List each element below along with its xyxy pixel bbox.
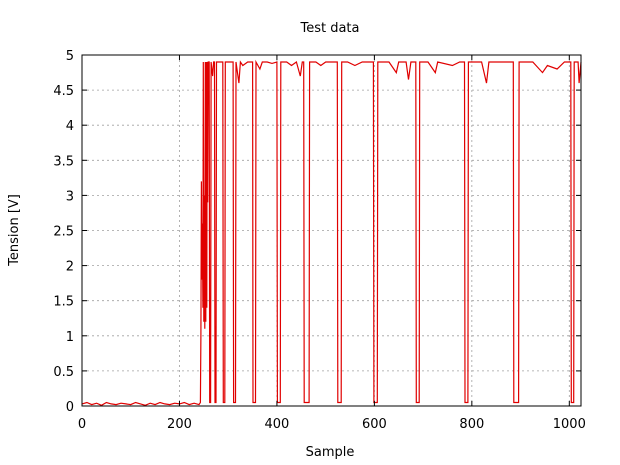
y-axis-title: Tension [V] xyxy=(7,194,22,267)
series-line xyxy=(81,59,582,406)
x-tick-label: 0 xyxy=(78,417,86,432)
grid xyxy=(82,55,581,406)
y-tick-label: 2 xyxy=(66,260,74,275)
x-tick-label: 400 xyxy=(265,417,290,432)
ticks: 0 0.5 1 1.5 2 2.5 3 3.5 4 4.5 5 0 200 400 600 800 1000 xyxy=(53,49,586,432)
chart-title: Test data xyxy=(299,21,359,36)
y-tick-label: 2.5 xyxy=(53,225,74,240)
y-tick-label: 0 xyxy=(66,400,74,415)
y-tick-label: 5 xyxy=(66,49,74,64)
x-tick-label: 1000 xyxy=(553,417,586,432)
y-tick-label: 4.5 xyxy=(53,84,74,99)
plot-frame xyxy=(81,54,582,407)
y-tick-label: 0.5 xyxy=(53,365,74,380)
y-tick-label: 3.5 xyxy=(53,154,74,169)
x-axis-title: Sample xyxy=(306,445,355,460)
y-tick-label: 1 xyxy=(66,330,74,345)
x-tick-label: 200 xyxy=(167,417,192,432)
y-tick-label: 3 xyxy=(66,189,74,204)
y-tick-label: 4 xyxy=(66,119,74,134)
series-layer xyxy=(81,59,582,406)
y-tick-label: 1.5 xyxy=(53,295,74,310)
x-tick-label: 800 xyxy=(459,417,484,432)
x-tick-label: 600 xyxy=(362,417,387,432)
